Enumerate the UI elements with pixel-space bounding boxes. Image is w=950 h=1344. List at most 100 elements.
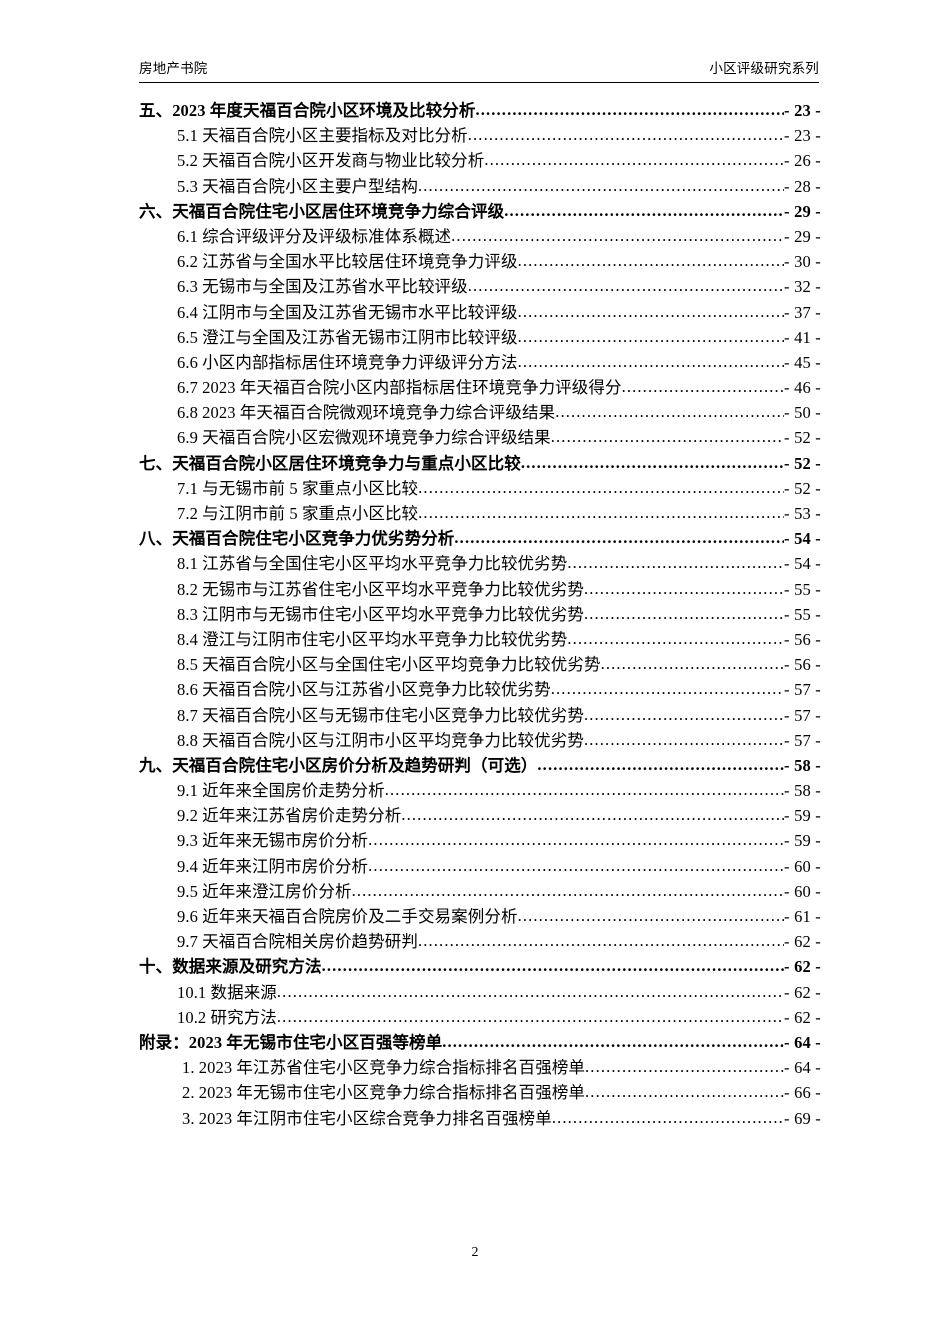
toc-leader-dots: ........................................… [467,125,785,145]
toc-entry[interactable]: 9.3 近年来无锡市房价分析..........................… [139,827,821,852]
toc-entry[interactable]: 8.4 澄江与江阴市住宅小区平均水平竞争力比较优劣势..............… [139,626,821,651]
toc-entry[interactable]: 9.2 近年来江苏省房价走势分析........................… [139,802,821,827]
toc-entry[interactable]: 6.4 江阴市与全国及江苏省无锡市水平比较评级.................… [139,299,821,324]
toc-entry[interactable]: 6.7 2023 年天福百合院小区内部指标居住环境竞争力评级得分........… [139,374,821,399]
toc-entry[interactable]: 10.2 研究方法...............................… [139,1004,821,1029]
toc-leader-dots: ........................................… [401,805,785,825]
toc-entry-page-number: - 29 - [784,226,821,246]
toc-entry-page-number: - 58 - [784,781,821,801]
toc-entry-page-number: - 26 - [784,151,821,171]
toc-entry[interactable]: 6.9 天福百合院小区宏微观环境竞争力综合评级结果...............… [139,424,821,449]
toc-entry-label: 6.6 小区内部指标居住环境竞争力评级评分方法 [177,352,518,372]
toc-entry[interactable]: 六、天福百合院住宅小区居住环境竞争力综合评级..................… [139,198,821,223]
toc-entry[interactable]: 2. 2023 年无锡市住宅小区竞争力综合指标排名百强榜单...........… [139,1079,821,1104]
toc-entry[interactable]: 七、天福百合院小区居住环境竞争力与重点小区比较.................… [139,450,821,475]
toc-entry[interactable]: 7.1 与无锡市前 5 家重点小区比较.....................… [139,475,821,500]
toc-entry-page-number: - 50 - [784,403,821,423]
toc-entry-page-number: - 23 - [784,126,821,146]
toc-entry[interactable]: 3. 2023 年江阴市住宅小区综合竞争力排名百强榜单.............… [139,1105,821,1130]
toc-entry-page-number: - 55 - [784,604,821,624]
toc-entry[interactable]: 7.2 与江阴市前 5 家重点小区比较.....................… [139,500,821,525]
toc-entry-page-number: - 54 - [784,554,821,574]
toc-entry-label: 9.4 近年来江阴市房价分析 [177,856,369,876]
toc-leader-dots: ........................................… [517,251,784,271]
toc-entry[interactable]: 十、数据来源及研究方法.............................… [139,953,821,978]
toc-entry-page-number: - 52 - [784,478,821,498]
toc-leader-dots: ........................................… [504,200,784,220]
toc-entry[interactable]: 8.1 江苏省与全国住宅小区平均水平竞争力比较优劣势..............… [139,550,821,575]
toc-entry[interactable]: 6.3 无锡市与全国及江苏省水平比较评级....................… [139,273,821,298]
toc-entry[interactable]: 9.4 近年来江阴市房价分析..........................… [139,853,821,878]
toc-entry[interactable]: 6.8 2023 年天福百合院微观环境竞争力综合评级结果............… [139,399,821,424]
toc-leader-dots: ........................................… [585,1082,785,1102]
toc-entry[interactable]: 8.6 天福百合院小区与江苏省小区竞争力比较优劣势...............… [139,676,821,701]
toc-entry-label: 附录：2023 年无锡市住宅小区百强等榜单 [139,1032,443,1052]
toc-entry-label: 六、天福百合院住宅小区居住环境竞争力综合评级 [139,201,505,221]
toc-entry-label: 9.2 近年来江苏省房价走势分析 [177,806,402,826]
toc-entry[interactable]: 8.3 江阴市与无锡市住宅小区平均水平竞争力比较优劣势.............… [139,601,821,626]
toc-entry-page-number: - 54 - [784,529,821,549]
toc-entry-page-number: - 57 - [784,705,821,725]
toc-entry-label: 10.2 研究方法 [177,1007,277,1027]
toc-leader-dots: ........................................… [550,679,784,699]
toc-entry-page-number: - 60 - [784,856,821,876]
toc-leader-dots: ........................................… [417,175,784,195]
toc-entry[interactable]: 8.7 天福百合院小区与无锡市住宅小区竞争力比较优劣势.............… [139,702,821,727]
toc-entry[interactable]: 五、2023 年度天福百合院小区环境及比较分析.................… [139,97,821,122]
toc-entry[interactable]: 9.6 近年来天福百合院房价及二手交易案例分析.................… [139,903,821,928]
toc-entry-label: 6.4 江阴市与全国及江苏省无锡市水平比较评级 [177,302,518,322]
toc-leader-dots: ........................................… [418,503,784,522]
toc-entry-label: 2. 2023 年无锡市住宅小区竞争力综合指标排名百强榜单 [182,1083,586,1103]
toc-entry-page-number: - 64 - [784,1058,821,1078]
toc-leader-dots: ........................................… [550,427,784,447]
page-number: 2 [471,1245,479,1260]
toc-entry-page-number: - 59 - [784,831,821,851]
toc-leader-dots: ........................................… [418,477,784,497]
toc-entry-page-number: - 62 - [784,957,821,977]
toc-entry-label: 8.3 江阴市与无锡市住宅小区平均水平竞争力比较优劣势 [177,604,584,624]
header-right-text: 小区评级研究系列 [709,61,819,76]
toc-entry[interactable]: 八、天福百合院住宅小区竞争力优劣势分析.....................… [139,525,821,550]
running-header: 房地产书院 小区评级研究系列 [139,61,819,83]
toc-entry[interactable]: 8.8 天福百合院小区与江阴市小区平均竞争力比较优劣势.............… [139,727,821,752]
toc-leader-dots: ........................................… [321,956,784,976]
toc-entry[interactable]: 6.5 澄江与全国及江苏省无锡市江阴市比较评级.................… [139,324,821,349]
toc-entry[interactable]: 5.3 天福百合院小区主要户型结构.......................… [139,173,821,198]
toc-entry-page-number: - 66 - [784,1083,821,1103]
toc-entry[interactable]: 8.5 天福百合院小区与全国住宅小区平均竞争力比较优劣势............… [139,651,821,676]
toc-entry-page-number: - 45 - [784,352,821,372]
toc-entry-page-number: - 69 - [784,1108,821,1128]
toc-entry[interactable]: 6.6 小区内部指标居住环境竞争力评级评分方法.................… [139,349,821,374]
toc-entry-label: 7.1 与无锡市前 5 家重点小区比较 [177,478,419,498]
toc-entry-page-number: - 61 - [784,907,821,926]
toc-leader-dots: ........................................… [517,351,784,371]
toc-entry-label: 9.1 近年来全国房价走势分析 [177,781,385,801]
toc-entry-label: 8.7 天福百合院小区与无锡市住宅小区竞争力比较优劣势 [177,705,584,725]
toc-entry-page-number: - 30 - [784,252,821,272]
toc-leader-dots: ........................................… [537,754,784,774]
toc-leader-dots: ........................................… [621,377,784,397]
toc-entry-label: 8.5 天福百合院小区与全国住宅小区平均竞争力比较优劣势 [177,655,601,675]
toc-entry[interactable]: 1. 2023 年江苏省住宅小区竞争力综合指标排名百强榜单...........… [139,1054,821,1079]
toc-entry[interactable]: 8.2 无锡市与江苏省住宅小区平均水平竞争力比较优劣势.............… [139,576,821,601]
toc-entry-page-number: - 58 - [784,755,821,775]
toc-entry[interactable]: 6.1 综合评级评分及评级标准体系概述.....................… [139,223,821,248]
toc-entry-label: 6.1 综合评级评分及评级标准体系概述 [177,226,452,246]
toc-entry[interactable]: 6.2 江苏省与全国水平比较居住环境竞争力评级.................… [139,248,821,273]
toc-entry[interactable]: 5.2 天福百合院小区开发商与物业比较分析...................… [139,147,821,172]
toc-entry[interactable]: 附录：2023 年无锡市住宅小区百强等榜单...................… [139,1029,821,1054]
toc-entry[interactable]: 5.1 天福百合院小区主要指标及对比分析....................… [139,122,821,147]
toc-entry[interactable]: 9.5 近年来澄江房价分析...........................… [139,878,821,903]
toc-entry-page-number: - 28 - [784,176,821,196]
toc-entry-label: 9.6 近年来天福百合院房价及二手交易案例分析 [177,907,518,926]
toc-entry-label: 五、2023 年度天福百合院小区环境及比较分析 [139,101,476,120]
toc-entry-label: 1. 2023 年江苏省住宅小区竞争力综合指标排名百强榜单 [182,1058,586,1078]
toc-entry-page-number: - 53 - [784,504,821,523]
toc-entry[interactable]: 10.1 数据来源...............................… [139,979,821,1004]
toc-entry[interactable]: 九、天福百合院住宅小区房价分析及趋势研判（可选）................… [139,752,821,777]
toc-leader-dots: ........................................… [517,301,784,321]
toc-leader-dots: ........................................… [555,402,784,422]
toc-entry[interactable]: 9.7 天福百合院相关房价趋势研判.......................… [139,928,821,953]
toc-entry[interactable]: 9.1 近年来全国房价走势分析.........................… [139,777,821,802]
